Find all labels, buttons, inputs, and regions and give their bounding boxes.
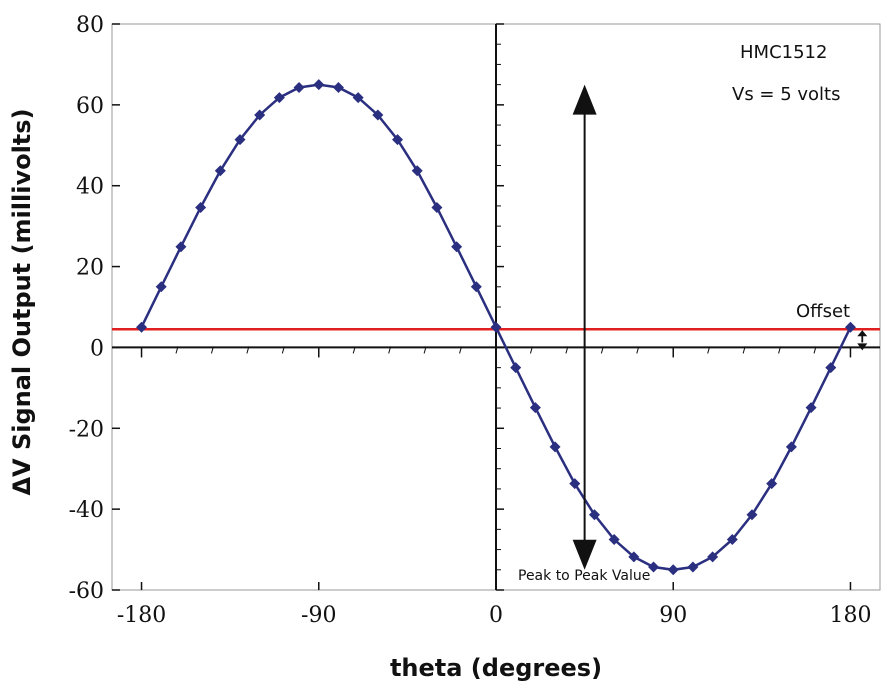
y-axis-title: ΔV Signal Output (millivolts) (8, 108, 36, 495)
data-point (234, 134, 246, 146)
data-point (569, 478, 581, 490)
data-point (431, 202, 443, 214)
data-point (687, 561, 699, 573)
offset-arrowhead-up (857, 330, 868, 337)
annotation-layer (572, 84, 868, 570)
data-point (136, 321, 148, 333)
y-tick-label: 0 (90, 336, 104, 361)
x-axis-title: theta (degrees) (390, 654, 602, 682)
y-tick-label: 40 (76, 175, 104, 200)
data-point (588, 509, 600, 521)
y-tick-marks (112, 23, 504, 591)
y-tick-label: -60 (69, 579, 104, 604)
data-point (451, 241, 463, 253)
supply-label: Vs = 5 volts (732, 84, 841, 105)
peak-to-peak-label: Peak to Peak Value (518, 568, 650, 584)
data-point (352, 92, 364, 104)
data-point (332, 81, 344, 93)
x-tick-label: 0 (489, 603, 503, 628)
data-point (175, 241, 187, 253)
data-point (214, 165, 226, 177)
device-label: HMC1512 (740, 42, 827, 63)
y-tick-label: -20 (69, 417, 104, 442)
data-point (648, 561, 660, 573)
x-tick-label: -180 (117, 603, 166, 628)
x-tick-labels: -180 -90 0 90 180 (117, 603, 872, 628)
data-point (155, 281, 167, 293)
data-point (825, 362, 837, 374)
series-layer (136, 79, 856, 576)
data-point (372, 109, 384, 121)
x-tick-label: -90 (301, 603, 336, 628)
data-point (273, 92, 285, 104)
data-point (411, 165, 423, 177)
y-tick-labels: -60 -40 -20 0 20 40 60 80 (69, 13, 104, 604)
data-point (392, 134, 404, 146)
data-point (470, 281, 482, 293)
data-point (510, 362, 522, 374)
data-point (667, 564, 679, 576)
data-point (805, 402, 817, 414)
data-point (529, 402, 541, 414)
data-point (766, 478, 778, 490)
y-tick-label: -40 (69, 498, 104, 523)
peak-to-peak-arrowhead-down (572, 539, 597, 570)
data-point (490, 321, 502, 333)
data-point (726, 533, 738, 545)
data-point (628, 551, 640, 563)
data-point (549, 441, 561, 453)
x-tick-label: 90 (659, 603, 687, 628)
data-point (785, 441, 797, 453)
offset-label: Offset (796, 301, 850, 322)
peak-to-peak-arrowhead-up (572, 84, 597, 115)
data-point (707, 551, 719, 563)
y-tick-label: 80 (76, 13, 104, 38)
data-point (313, 79, 325, 91)
data-point (608, 533, 620, 545)
data-point (293, 81, 305, 93)
x-tick-label: 180 (829, 603, 871, 628)
data-point (844, 321, 856, 333)
data-point (254, 109, 266, 121)
offset-arrowhead-down (857, 343, 868, 351)
y-tick-label: 20 (76, 256, 104, 281)
data-point (746, 509, 758, 521)
data-point (195, 202, 207, 214)
y-tick-label: 60 (76, 94, 104, 119)
